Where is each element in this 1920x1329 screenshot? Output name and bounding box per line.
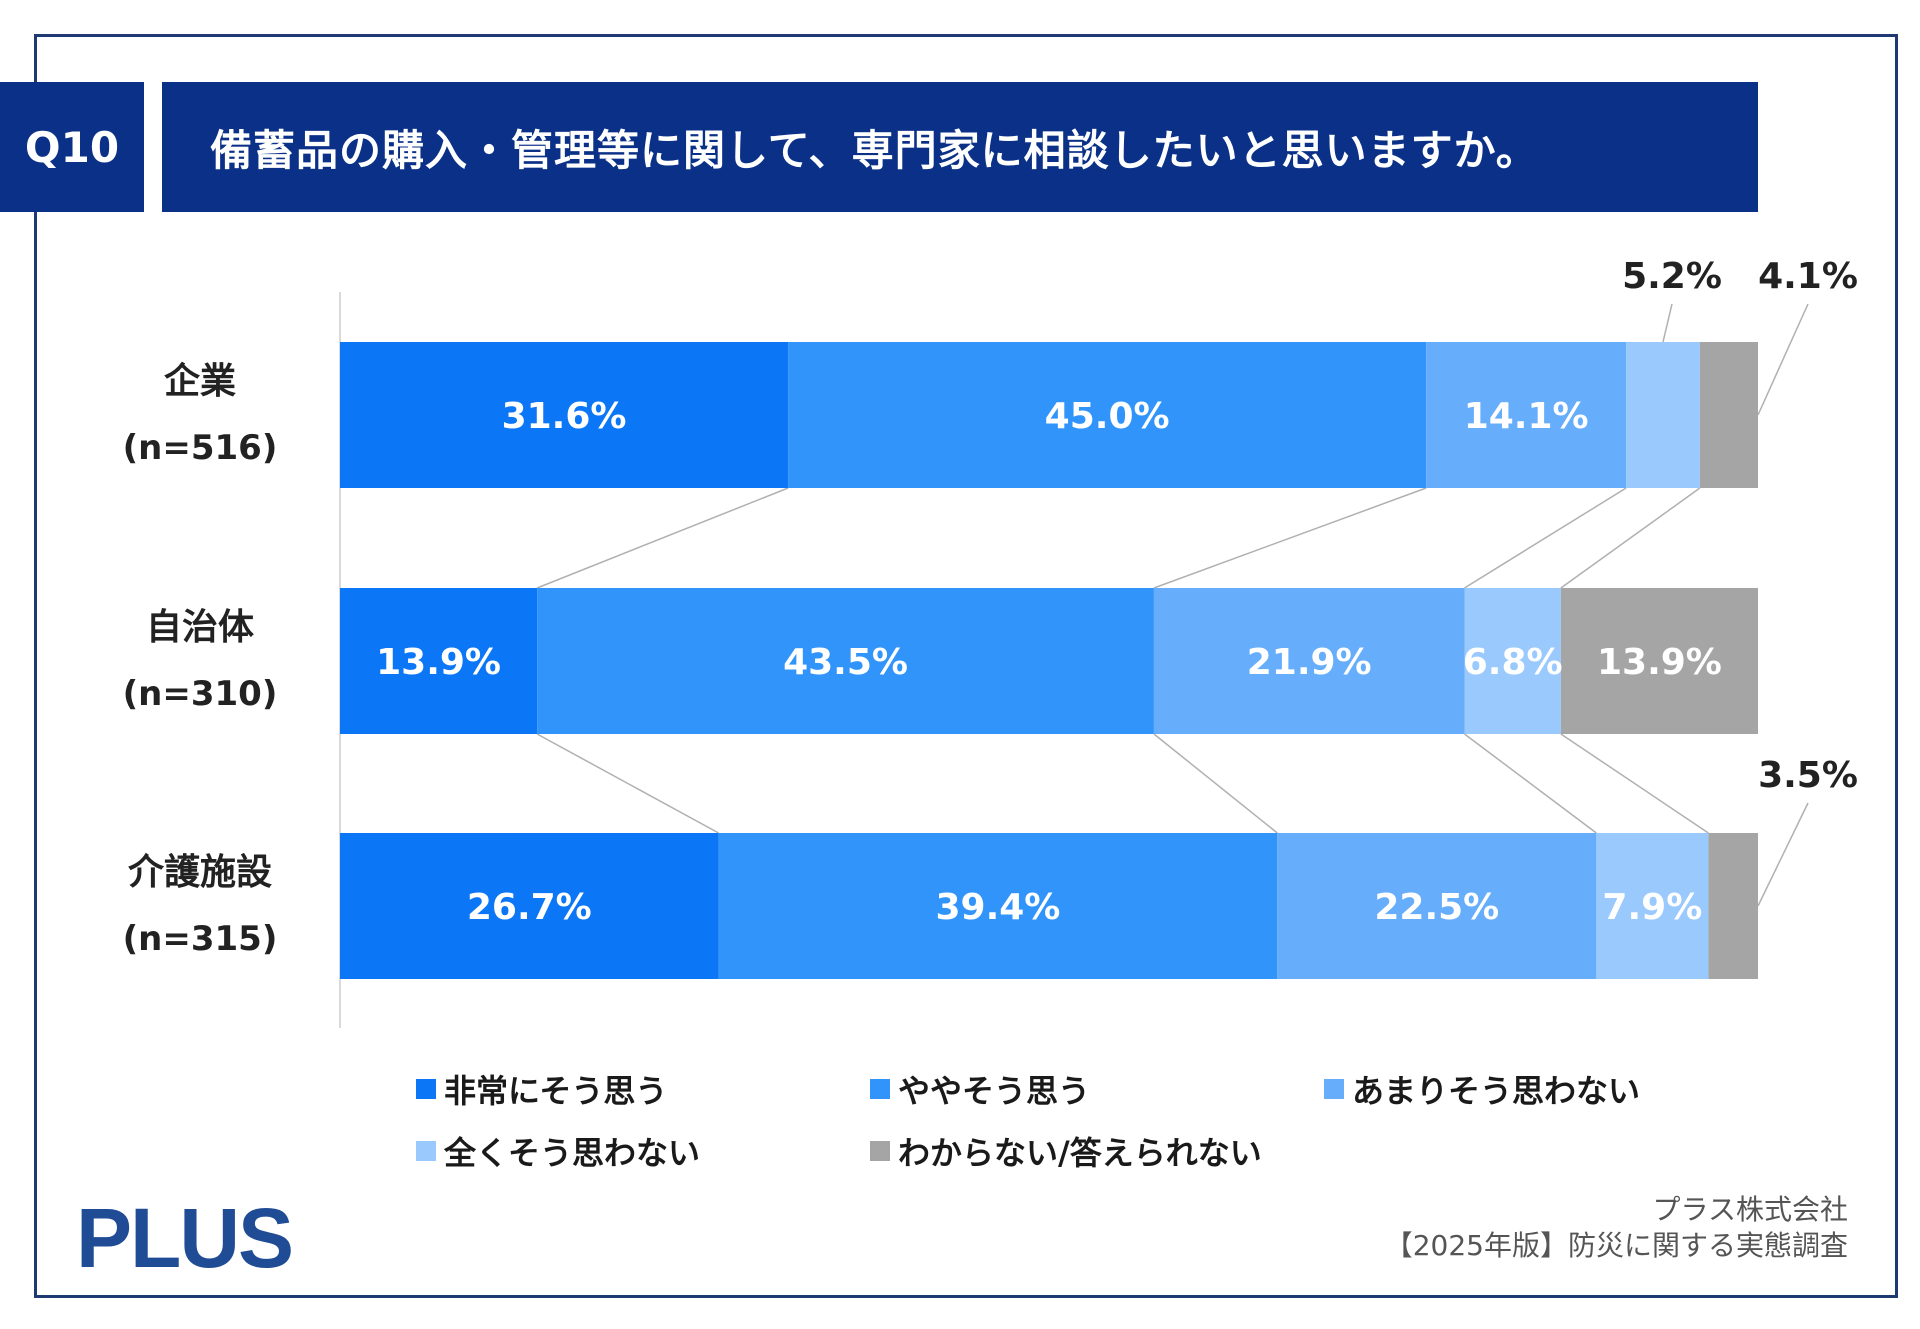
connector-line	[536, 733, 719, 834]
legend-label: あまりそう思わない	[1352, 1072, 1641, 1110]
legend-item: 非常にそう思う	[416, 1066, 667, 1112]
bar-segment	[1277, 833, 1597, 979]
legend-item: 全くそう思わない	[416, 1128, 700, 1174]
data-label: 3.5%	[1758, 755, 1858, 796]
question-title-text: 備蓄品の購入・管理等に関して、専門家に相談したいと思いますか。	[210, 125, 1539, 175]
data-label: 13.9%	[1597, 642, 1722, 683]
chart-frame	[34, 34, 1898, 1298]
data-label: 4.1%	[1758, 256, 1858, 297]
connector-line	[1560, 733, 1709, 834]
bar-segment	[1464, 588, 1561, 734]
bar-segment	[788, 342, 1427, 488]
category-label: 介護施設	[128, 852, 272, 893]
leader-line	[1757, 303, 1809, 416]
data-label: 26.7%	[467, 887, 592, 928]
bar-segment	[1596, 833, 1709, 979]
bar-segment	[537, 588, 1154, 734]
leader-line	[1757, 802, 1809, 907]
category-sample-size: (n=310)	[123, 674, 278, 714]
data-label: 6.8%	[1463, 642, 1563, 683]
legend-swatch	[870, 1079, 890, 1099]
legend-label: 非常にそう思う	[444, 1072, 668, 1110]
legend-item: ややそう思う	[870, 1066, 1090, 1112]
bar-segment	[1699, 342, 1758, 488]
legend-swatch	[416, 1079, 436, 1099]
source-company: プラス株式会社	[1652, 1193, 1848, 1226]
bar-segment	[340, 588, 538, 734]
question-title: 備蓄品の購入・管理等に関して、専門家に相談したいと思いますか。	[162, 82, 1758, 212]
legend-swatch	[416, 1141, 436, 1161]
connector-line	[1153, 487, 1427, 589]
category-sample-size: (n=315)	[123, 919, 278, 959]
bar-segment	[1560, 588, 1758, 734]
legend-item: わからない/答えられない	[870, 1128, 1262, 1174]
bar-segment	[1153, 588, 1465, 734]
connector-line	[1464, 487, 1627, 589]
question-number: Q10	[24, 122, 120, 172]
source-survey: 【2025年版】防災に関する実態調査	[1384, 1229, 1848, 1263]
data-label: 43.5%	[783, 642, 908, 683]
data-label: 13.9%	[376, 642, 501, 683]
data-label: 45.0%	[1045, 396, 1170, 437]
connector-line	[1464, 733, 1597, 834]
bar-segment	[1426, 342, 1627, 488]
data-label: 31.6%	[502, 396, 627, 437]
data-label: 21.9%	[1247, 642, 1372, 683]
legend-label: 全くそう思わない	[444, 1134, 701, 1172]
connector-line	[536, 487, 789, 589]
source-note: プラス株式会社 【2025年版】防災に関する実態調査	[1385, 1192, 1848, 1265]
legend-item: あまりそう思わない	[1324, 1066, 1640, 1112]
data-label: 5.2%	[1622, 256, 1722, 297]
data-label: 14.1%	[1464, 396, 1589, 437]
data-label: 22.5%	[1374, 887, 1499, 928]
question-badge: Q10	[0, 82, 144, 212]
connector-line	[1560, 487, 1701, 589]
connector-line	[1153, 733, 1278, 834]
category-sample-size: (n=516)	[123, 428, 278, 468]
bar-segment	[718, 833, 1278, 979]
legend-label: わからない/答えられない	[898, 1134, 1262, 1172]
legend-swatch	[870, 1141, 890, 1161]
plus-logo: PLUS	[76, 1196, 294, 1280]
legend-swatch	[1324, 1079, 1344, 1099]
data-label: 39.4%	[935, 887, 1060, 928]
data-label: 7.9%	[1602, 887, 1702, 928]
bar-segment	[1626, 342, 1700, 488]
category-label: 自治体	[146, 607, 254, 648]
bar-segment	[340, 342, 789, 488]
leader-line	[1662, 303, 1673, 343]
bar-segment	[1708, 833, 1758, 979]
logo-text: PLUS	[76, 1191, 294, 1285]
bar-segment	[340, 833, 719, 979]
category-label: 企業	[164, 360, 236, 402]
legend-label: ややそう思う	[898, 1072, 1091, 1110]
